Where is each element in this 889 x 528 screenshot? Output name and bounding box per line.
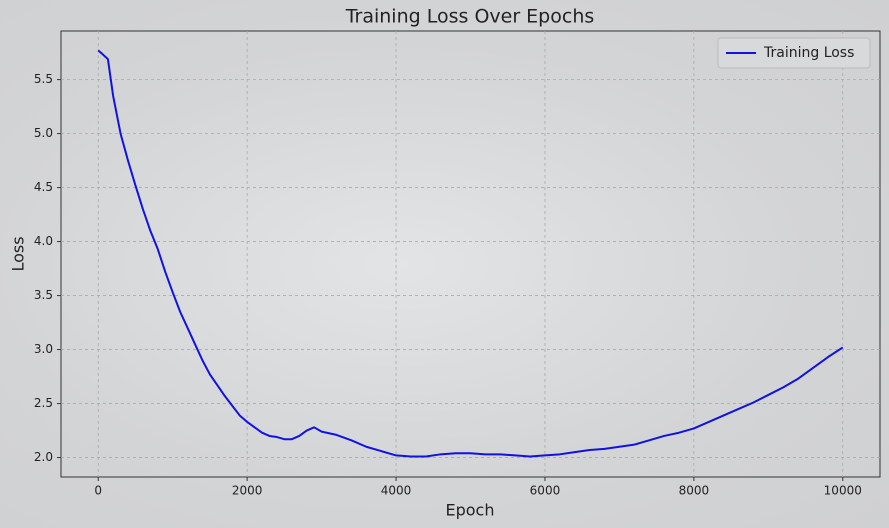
y-tick-label: 2.5: [34, 396, 53, 410]
x-tick-label: 6000: [530, 484, 561, 498]
legend-box: [717, 37, 871, 69]
x-tick-label: 8000: [679, 484, 710, 498]
plot-frame: [60, 30, 881, 478]
y-axis-label: Loss: [9, 236, 28, 271]
y-tick-label: 2.0: [34, 450, 53, 464]
y-tick-label: 4.0: [34, 234, 53, 248]
y-tick-label: 4.5: [34, 180, 53, 194]
y-tick-label: 5.0: [34, 126, 53, 140]
y-tick-label: 3.0: [34, 342, 53, 356]
x-axis-label: Epoch: [446, 501, 495, 520]
x-tick-label: 10000: [824, 484, 862, 498]
x-tick-label: 4000: [381, 484, 412, 498]
y-tick-label: 5.5: [34, 72, 53, 86]
x-tick-label: 2000: [232, 484, 263, 498]
x-tick-label: 0: [94, 484, 102, 498]
y-tick-label: 3.5: [34, 288, 53, 302]
legend-label: Training Loss: [763, 45, 854, 61]
data-line: [97, 49, 844, 458]
chart-title: Training Loss Over Epochs: [345, 6, 595, 28]
